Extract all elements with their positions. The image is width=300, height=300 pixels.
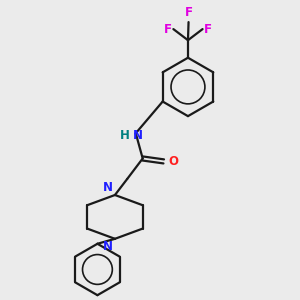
Text: H: H bbox=[120, 129, 130, 142]
Text: F: F bbox=[184, 6, 193, 19]
Text: O: O bbox=[169, 155, 179, 169]
Text: N: N bbox=[133, 129, 142, 142]
Text: F: F bbox=[164, 22, 172, 36]
Text: N: N bbox=[103, 181, 112, 194]
Text: N: N bbox=[103, 240, 112, 253]
Text: F: F bbox=[204, 22, 212, 36]
